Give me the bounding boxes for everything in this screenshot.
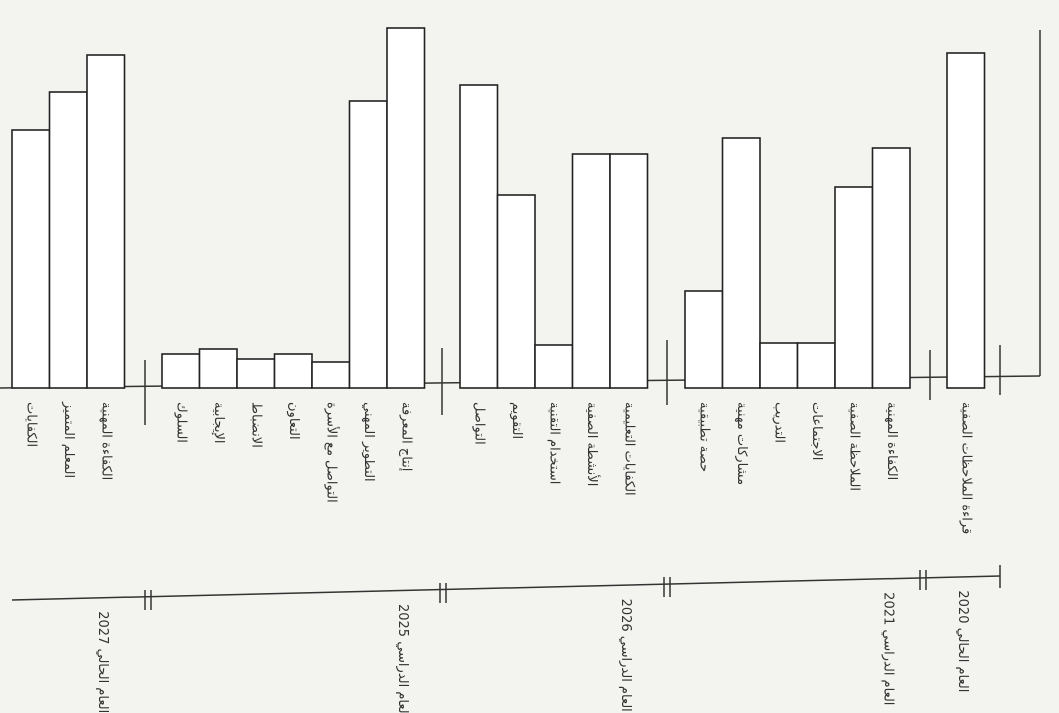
- bar-label: إنتاج المعرفة: [398, 402, 413, 471]
- bar-label: التواصل مع الأسرة: [323, 402, 340, 503]
- bar-label: حصة تطبيقية: [696, 402, 711, 472]
- bar-label: التقويم: [509, 402, 524, 439]
- bar: [312, 362, 350, 388]
- bar: [498, 195, 536, 388]
- bar-label: الأنشطة الصفية: [584, 402, 601, 486]
- bar: [798, 343, 836, 388]
- bar: [760, 343, 798, 388]
- bar: [350, 101, 388, 388]
- bar-label: التواصل: [471, 402, 486, 445]
- bar-label: التعاون: [286, 402, 301, 440]
- chart: الكفايات المعلم المتميز الكفاءة المهنية الع…: [0, 0, 1059, 713]
- bar: [50, 92, 88, 388]
- bar: [947, 53, 985, 388]
- bar: [685, 291, 723, 388]
- bar: [873, 148, 911, 388]
- bar: [723, 138, 761, 388]
- bar-label: المعلم المتميز: [61, 401, 76, 478]
- bar-label: التطوير المهني: [361, 402, 376, 482]
- bar: [387, 28, 425, 388]
- bar: [573, 154, 611, 388]
- bar: [460, 85, 498, 388]
- group-label: العام الحالي 2027: [95, 611, 110, 713]
- bar: [87, 55, 125, 388]
- bar: [162, 354, 200, 388]
- bar-label: الملاحظة الصفية: [846, 402, 861, 491]
- group-label: العام الدراسي 2026: [618, 599, 633, 712]
- bar: [535, 345, 573, 388]
- bar: [237, 359, 275, 388]
- bar-label: السلوك: [173, 402, 188, 443]
- bar-label: الإيجابية: [211, 402, 226, 444]
- group-label: العام الدراسي 2025: [395, 604, 410, 713]
- bar-label: مشاركات مهنية: [734, 402, 749, 485]
- bar-label: قراءة الملاحظات الصفية: [958, 402, 973, 534]
- bar-label: الكفايات التعليمية: [621, 402, 636, 496]
- group-label: العام الحالي 2020: [955, 590, 970, 692]
- bar-label: الكفاءة المهنية: [884, 402, 899, 480]
- bar-label: استخدام التقنية: [546, 402, 561, 484]
- bar-label: الكفايات: [23, 402, 38, 447]
- bar: [275, 354, 313, 388]
- bar-label: الكفاءة المهنية: [98, 402, 113, 480]
- bar: [12, 130, 50, 388]
- bar-label: الانضباط: [248, 402, 263, 448]
- bar: [200, 349, 238, 388]
- bar: [610, 154, 648, 388]
- bar-label: الاجتماعات: [809, 402, 824, 460]
- group-label: العام الدراسي 2021: [881, 592, 896, 705]
- bar: [835, 187, 873, 388]
- bar-label: التدريب: [771, 402, 786, 443]
